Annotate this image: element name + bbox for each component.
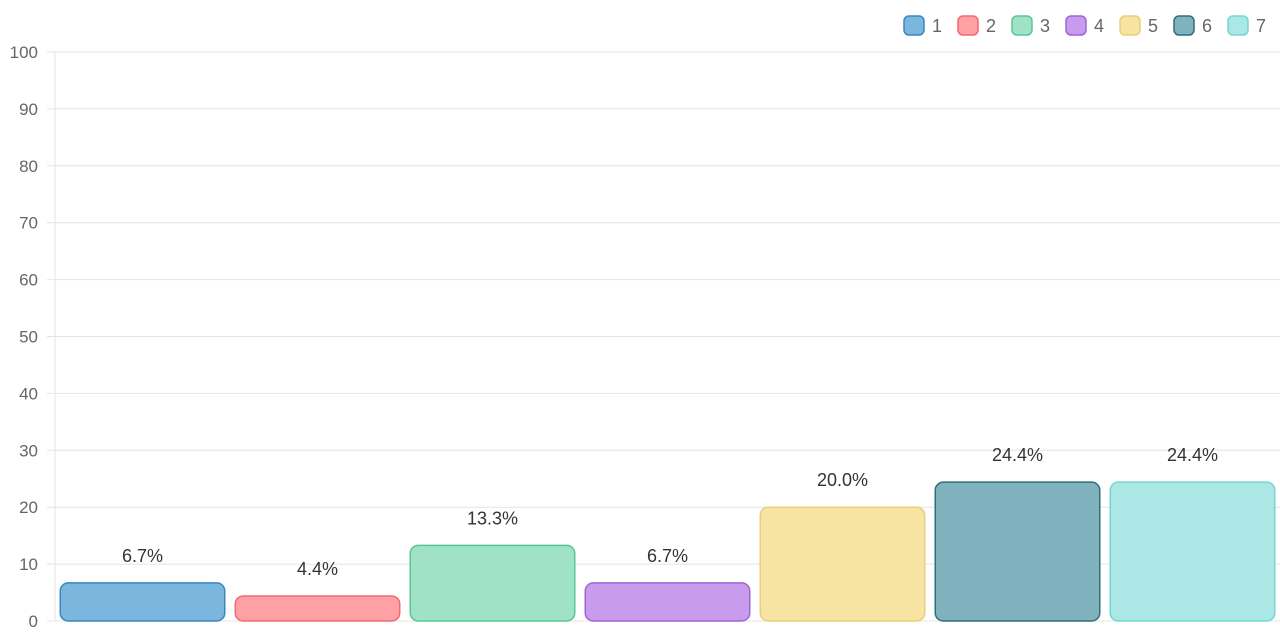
y-tick-label: 0 bbox=[29, 612, 38, 631]
legend-swatch bbox=[1119, 15, 1141, 36]
y-tick-label: 10 bbox=[19, 555, 38, 574]
bar-2[interactable] bbox=[234, 595, 401, 622]
bars bbox=[59, 481, 1276, 622]
data-label: 4.4% bbox=[297, 559, 338, 579]
bar-4[interactable] bbox=[584, 582, 751, 622]
y-tick-label: 100 bbox=[10, 43, 38, 62]
legend-item-6[interactable]: 6 bbox=[1173, 15, 1212, 36]
data-label: 24.4% bbox=[1167, 445, 1218, 465]
legend-item-2[interactable]: 2 bbox=[957, 15, 996, 36]
data-label: 6.7% bbox=[647, 546, 688, 566]
legend-swatch bbox=[903, 15, 925, 36]
legend-item-5[interactable]: 5 bbox=[1119, 15, 1158, 36]
y-tick-label: 60 bbox=[19, 271, 38, 290]
legend-swatch bbox=[1173, 15, 1195, 36]
legend-label: 7 bbox=[1256, 16, 1266, 36]
legend-swatch bbox=[1065, 15, 1087, 36]
bar-1[interactable] bbox=[59, 582, 226, 622]
legend: 1 2 3 4 5 6 7 bbox=[903, 15, 1266, 36]
legend-swatch bbox=[1011, 15, 1033, 36]
bar-7[interactable] bbox=[1109, 481, 1276, 622]
legend-item-7[interactable]: 7 bbox=[1227, 15, 1266, 36]
legend-label: 4 bbox=[1094, 16, 1104, 36]
legend-label: 1 bbox=[932, 16, 942, 36]
legend-item-4[interactable]: 4 bbox=[1065, 15, 1104, 36]
legend-swatch bbox=[1227, 15, 1249, 36]
y-tick-label: 30 bbox=[19, 441, 38, 460]
data-label: 6.7% bbox=[122, 546, 163, 566]
data-labels: 6.7% 4.4% 13.3% 6.7% 20.0% 24.4% 24.4% bbox=[122, 445, 1218, 579]
y-tick-label: 20 bbox=[19, 498, 38, 517]
y-tick-label: 70 bbox=[19, 214, 38, 233]
y-tick-label: 80 bbox=[19, 157, 38, 176]
data-label: 13.3% bbox=[467, 508, 518, 528]
y-axis: 0 10 20 30 40 50 60 70 80 90 100 bbox=[10, 43, 56, 631]
grid-lines bbox=[47, 51, 1280, 622]
data-label: 24.4% bbox=[992, 445, 1043, 465]
y-tick-label: 40 bbox=[19, 384, 38, 403]
bar-6[interactable] bbox=[934, 481, 1101, 622]
legend-item-3[interactable]: 3 bbox=[1011, 15, 1050, 36]
legend-label: 6 bbox=[1202, 16, 1212, 36]
data-label: 20.0% bbox=[817, 470, 868, 490]
y-tick-label: 50 bbox=[19, 328, 38, 347]
legend-label: 2 bbox=[986, 16, 996, 36]
legend-item-1[interactable]: 1 bbox=[903, 15, 942, 36]
y-tick-label: 90 bbox=[19, 100, 38, 119]
legend-label: 5 bbox=[1148, 16, 1158, 36]
legend-swatch bbox=[957, 15, 979, 36]
legend-label: 3 bbox=[1040, 16, 1050, 36]
bar-5[interactable] bbox=[759, 506, 926, 622]
bar-3[interactable] bbox=[409, 544, 576, 622]
